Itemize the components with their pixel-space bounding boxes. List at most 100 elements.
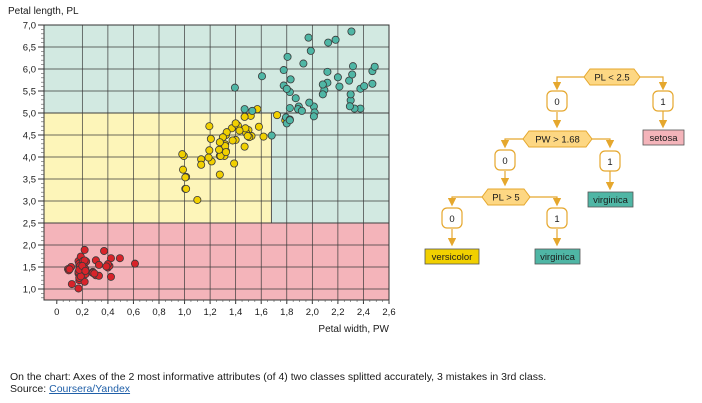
point-virginica [318,80,327,89]
x-tick-label-10: 2,0 [306,307,319,318]
grid [44,25,389,300]
point-versicolor [231,119,240,128]
node-pw-no-box [494,149,516,171]
point-setosa [102,262,111,271]
y-tick-label-7: 4,5 [23,131,36,142]
point-versicolor [215,145,224,154]
y-tick-label-4: 3,0 [23,197,36,208]
point-virginica [279,66,288,75]
point-setosa [100,246,109,255]
point-virginica [286,75,295,84]
point-setosa [80,245,89,254]
x-tick-label-5: 1,0 [178,307,191,318]
connector-pl-yes [530,196,562,207]
node-pw-yes-value: 1 [607,157,612,168]
point-setosa [67,280,76,289]
point-setosa [94,260,103,269]
node-pw-condition [522,130,593,148]
node-pl-label: PL > 5 [492,193,519,204]
point-setosa [80,277,89,286]
y-tick-label-5: 3,5 [23,175,36,186]
leaf-setosa [642,129,685,146]
point-setosa [90,269,99,278]
x-tick-label-8: 1,6 [255,307,268,318]
point-virginica [306,46,315,55]
point-versicolor [254,122,263,131]
y-tick-label-8: 5,0 [23,109,36,120]
x-tick-label-3: 0,6 [127,307,140,318]
node-pl-yes-value: 1 [554,214,559,225]
node-root-no-box [546,90,568,112]
x-tick-label-7: 1,4 [229,307,242,318]
point-versicolor [178,150,187,159]
point-virginica [346,90,355,99]
point-virginica [309,112,318,121]
point-versicolor [240,112,249,121]
y-tick-label-11: 6,5 [23,43,36,54]
point-virginica [285,104,294,113]
leaf-versicolor [424,248,480,265]
point-virginica [348,62,357,71]
leaf-virginica-lower-label: virginica [540,252,576,263]
x-tick-label-6: 1,2 [204,307,217,318]
region-setosa-0 [44,223,389,300]
point-setosa [74,284,83,293]
connector-root-no [552,76,584,91]
point-versicolor [215,170,224,179]
connector-pw-yes [592,138,615,149]
point-virginica [257,72,266,81]
connector-pl-no [447,196,482,207]
point-virginica [318,90,327,99]
point-virginica [324,38,333,47]
point-virginica [291,94,300,103]
point-versicolor [228,136,237,145]
point-virginica [283,52,292,61]
node-root-no-value: 0 [554,97,559,108]
axis-ticks: 0 0,2 0,4 0,6 0,8 1,0 1,2 1,4 1,6 1,8 2,0 2,2 2,4 2,6… [23,21,396,319]
point-virginica [297,106,306,115]
y-tick-label-9: 5,5 [23,87,36,98]
x-tick-label-11: 2,2 [331,307,344,318]
x-tick-label-9: 1,8 [280,307,293,318]
connector-pw-no [500,138,523,149]
point-versicolor [230,159,239,168]
point-virginica [368,79,377,88]
caption-source: Source: Coursera/Yandex [10,383,546,395]
point-versicolor [181,173,190,182]
point-versicolor [182,184,191,193]
source-label: Source: [10,383,47,395]
source-link[interactable]: Coursera/Yandex [49,383,131,395]
point-versicolor [179,165,188,174]
point-virginica [331,35,340,44]
point-versicolor [240,142,249,151]
point-virginica [333,73,342,82]
point-virginica [240,105,249,114]
y-tick-label-1: 1,5 [23,263,36,274]
point-virginica [230,83,239,92]
point-virginica [370,62,379,71]
point-versicolor [193,195,202,204]
point-virginica [348,70,357,79]
point-virginica [305,98,314,107]
leaf-virginica-lower [534,248,581,265]
node-pw-no-value: 0 [502,156,507,167]
point-setosa [130,259,139,268]
y-tick-label-3: 2,5 [23,219,36,230]
point-setosa [65,265,74,274]
node-pw-yes-box [599,150,621,172]
tree-connectors [447,76,668,247]
node-root-yes-value: 1 [660,97,665,108]
iris-decision-chart: 0 0,2 0,4 0,6 0,8 1,0 1,2 1,4 1,6 1,8 2,0 2,2 2,4 2,6… [8,6,685,335]
point-virginica [285,116,294,125]
node-pl-yes-box [546,207,568,229]
point-virginica [248,106,257,115]
y-axis-label: Petal length, PL [8,6,79,17]
leaf-setosa-label: setosa [650,133,679,144]
node-pl-no-box [441,207,463,229]
point-virginica [323,67,332,76]
point-setosa [81,266,90,275]
point-versicolor [243,132,252,141]
node-pl-no-value: 0 [449,214,454,225]
data-points [64,27,379,293]
x-tick-label-1: 0,2 [76,307,89,318]
